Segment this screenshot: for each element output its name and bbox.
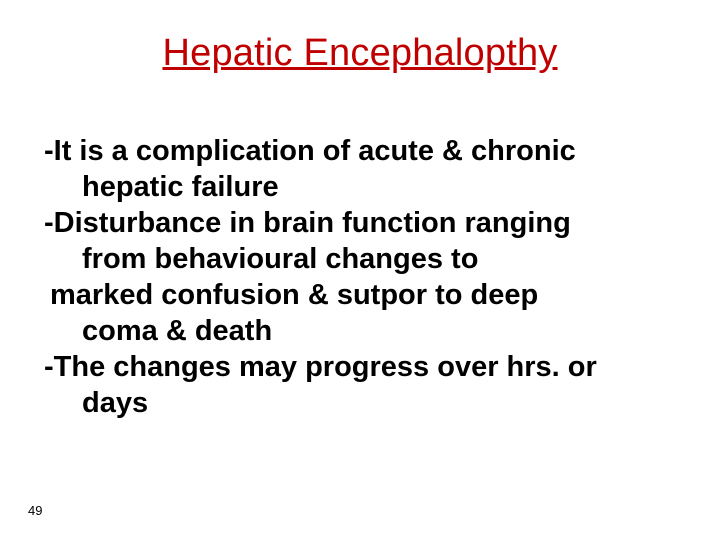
- page-number: 49: [28, 503, 42, 518]
- body-line: -The changes may progress over hrs. or: [44, 349, 676, 385]
- body-line: coma & death: [44, 313, 676, 349]
- body-line: marked confusion & sutpor to deep: [44, 277, 676, 313]
- body-line: days: [44, 385, 676, 421]
- slide-container: Hepatic Encephalopthy -It is a complicat…: [0, 0, 720, 540]
- body-line: -Disturbance in brain function ranging: [44, 205, 676, 241]
- body-line: -It is a complication of acute & chronic: [44, 133, 676, 169]
- slide-body: -It is a complication of acute & chronic…: [44, 133, 676, 421]
- slide-title: Hepatic Encephalopthy: [44, 32, 676, 75]
- body-line: hepatic failure: [44, 169, 676, 205]
- body-line: from behavioural changes to: [44, 241, 676, 277]
